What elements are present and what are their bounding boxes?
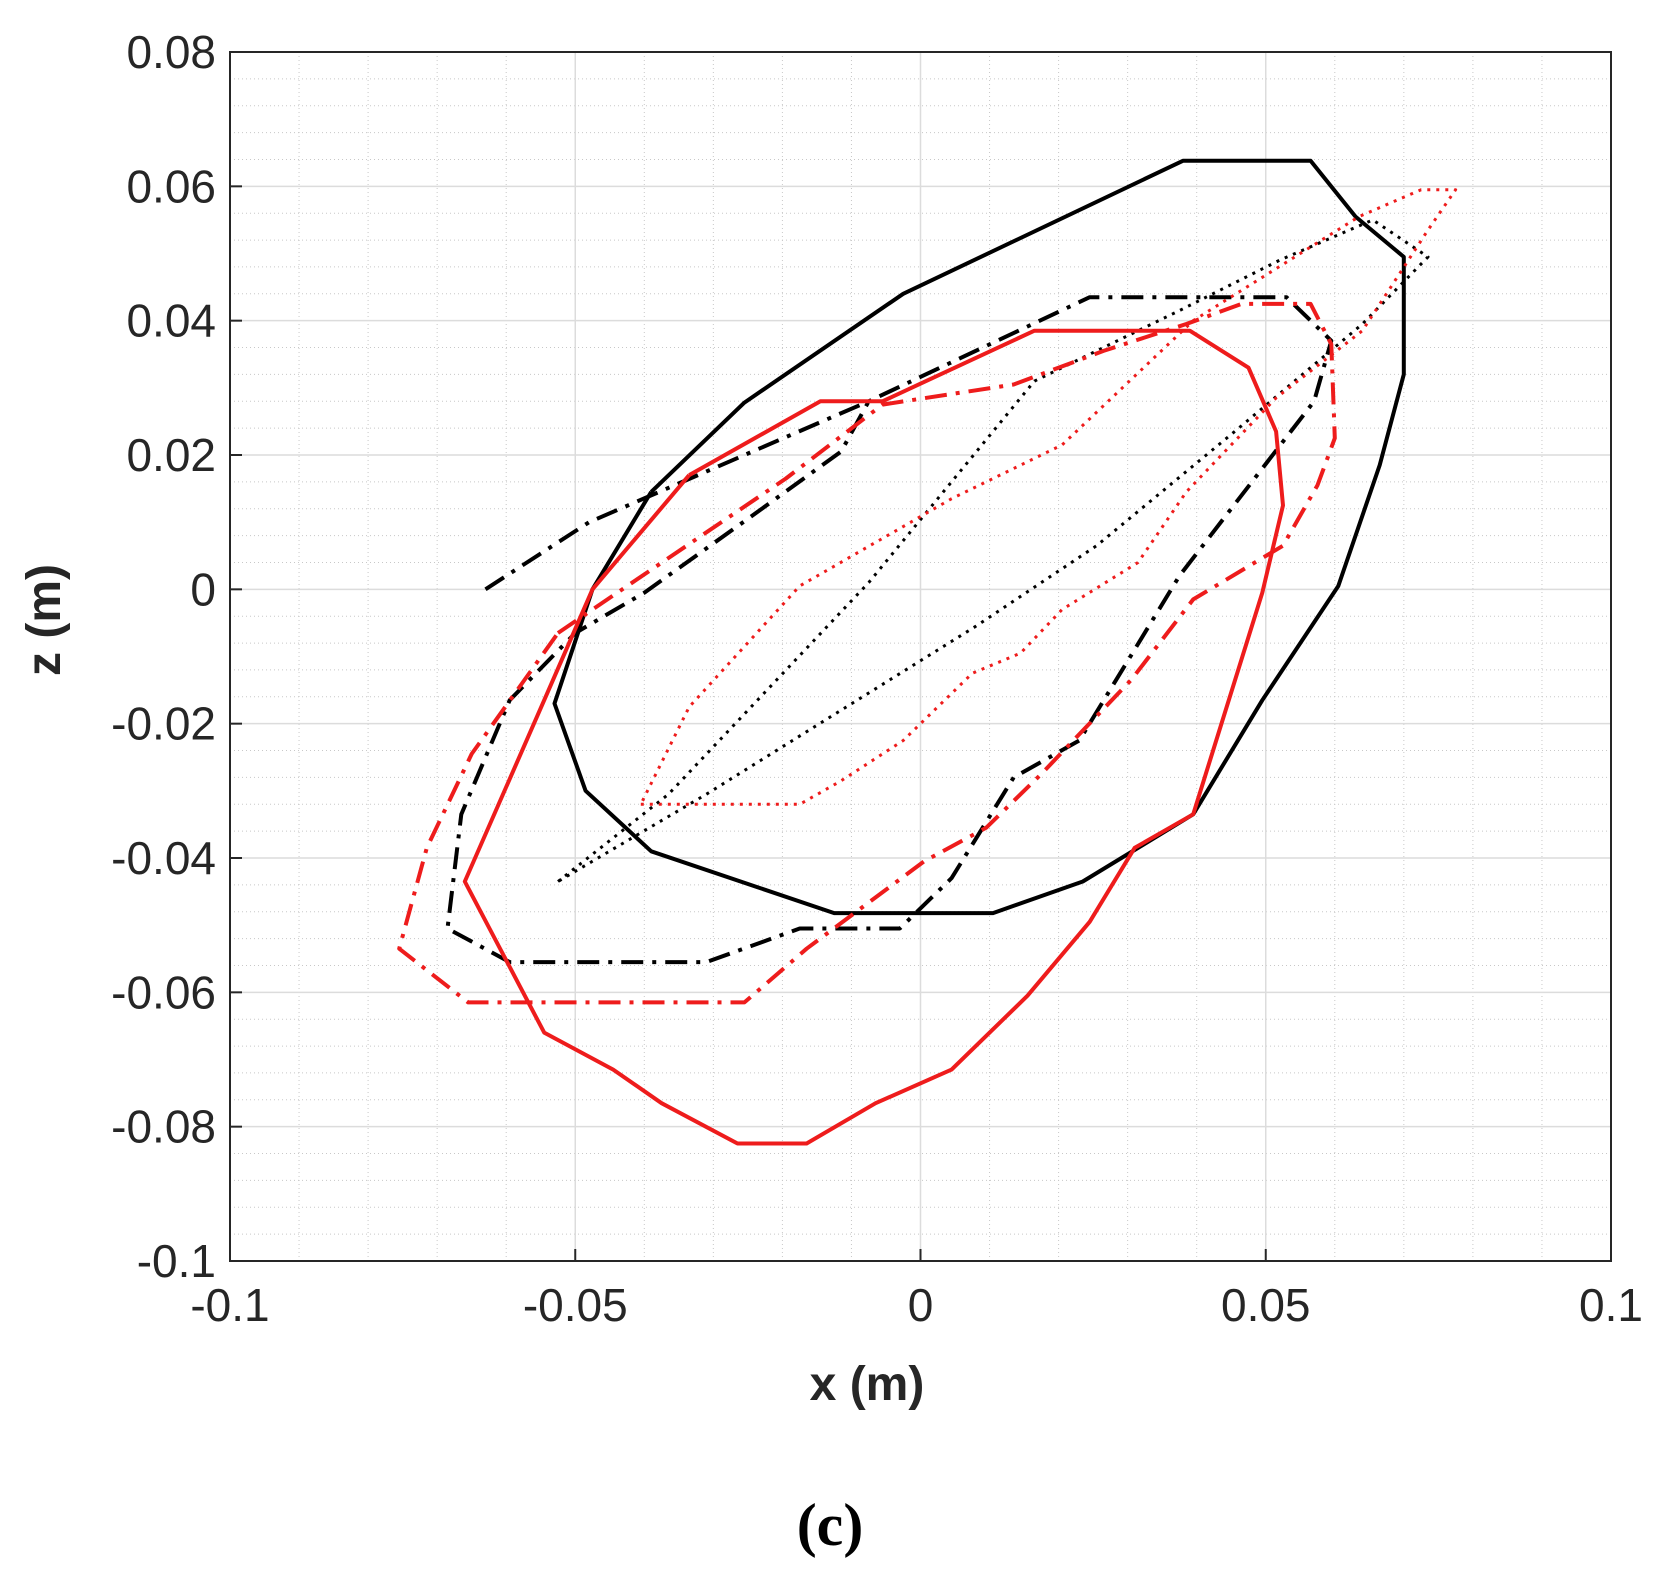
y-tick-label: 0.04: [126, 295, 216, 347]
y-tick-label: -0.08: [111, 1101, 216, 1153]
y-tick-label: -0.1: [137, 1235, 216, 1287]
y-tick-label: 0.06: [126, 160, 216, 212]
series-line-5: [397, 301, 1337, 1005]
series-line-4: [462, 328, 1285, 1146]
x-tick-label: 0: [908, 1279, 934, 1331]
x-axis-label: x (m): [810, 1358, 925, 1411]
y-tick-label: 0.08: [126, 26, 216, 78]
y-tick-label: -0.04: [111, 832, 216, 884]
panel-label: (c): [797, 1492, 864, 1558]
series-line-3: [557, 218, 1430, 883]
series-line-2: [445, 295, 1334, 965]
y-tick-label: -0.02: [111, 698, 216, 750]
y-tick-label: 0.02: [126, 429, 216, 481]
x-tick-label: -0.1: [190, 1279, 269, 1331]
x-tick-label: -0.05: [523, 1279, 628, 1331]
y-axis-ticks: -0.1 -0.08 -0.06 -0.04 -0.02 0 0.02 0.04 0.06 0.0…: [111, 26, 242, 1287]
minor-grid: [230, 52, 1611, 1261]
x-axis-ticks: -0.1 -0.05 0 0.05 0.1: [190, 1249, 1643, 1331]
series-line-1: [552, 158, 1406, 916]
x-tick-label: 0.1: [1579, 1279, 1643, 1331]
series-layer: [397, 158, 1458, 1146]
x-tick-label: 0.05: [1221, 1279, 1311, 1331]
y-tick-label: -0.06: [111, 966, 216, 1018]
y-tick-label: 0: [190, 563, 216, 615]
y-axis-label: z (m): [18, 564, 71, 676]
